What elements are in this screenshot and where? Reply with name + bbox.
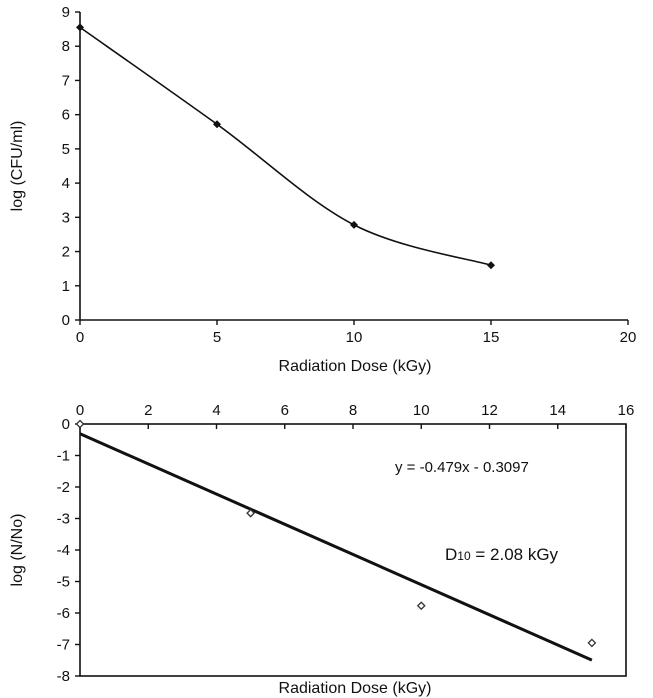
bottom-y-tick-label: -4: [57, 542, 70, 559]
trend-equation: y = -0.479x - 0.3097: [395, 459, 529, 476]
top-y-tick-label: 8: [62, 38, 70, 55]
top-data-point: [213, 120, 221, 129]
top-y-tick-label: 6: [62, 107, 70, 124]
bottom-x-tick-label: 4: [212, 402, 220, 419]
d10-annotation: D10 = 2.08 kGy: [445, 545, 559, 564]
top-x-tick-label: 0: [76, 329, 84, 346]
bottom-x-tick-label: 10: [413, 402, 430, 419]
bottom-y-tick-label: -7: [57, 637, 70, 654]
top-data-point: [350, 220, 358, 229]
bottom-y-axis-label: log (N/No): [9, 514, 26, 587]
d10-main: D: [445, 545, 457, 564]
top-data-point: [76, 23, 84, 32]
top-x-tick-label: 10: [346, 329, 363, 346]
top-series-line: [79, 26, 492, 267]
bottom-data-point: [587, 638, 597, 648]
top-y-ticks: 0 1 2 3 4 5 6 7 8 9: [62, 4, 80, 329]
bottom-x-tick-label: 16: [618, 402, 635, 419]
bottom-x-ticks: 0 2 4 6 8 10 12 14 16: [76, 402, 635, 429]
d10-rest: = 2.08 kGy: [471, 545, 559, 564]
top-y-tick-label: 2: [62, 244, 70, 261]
top-y-tick-label: 7: [62, 72, 70, 89]
bottom-y-tick-label: -5: [57, 574, 70, 591]
bottom-data-points: [75, 419, 597, 648]
bottom-y-tick-label: -6: [57, 605, 70, 622]
bottom-x-tick-label: 2: [144, 402, 152, 419]
top-y-axis-label: log (CFU/ml): [9, 121, 26, 212]
top-x-ticks: 0 5 10 15 20: [76, 320, 637, 346]
top-y-tick-label: 9: [62, 4, 70, 21]
top-chart: 0 1 2 3 4 5 6 7 8 9 0 5 10 15 20 Radiation Dose (kGy)…: [9, 4, 636, 375]
bottom-x-tick-label: 12: [481, 402, 498, 419]
bottom-data-point: [416, 601, 426, 611]
d10-subscript: 10: [457, 549, 471, 563]
bottom-y-tick-label: -3: [57, 511, 70, 528]
top-y-tick-label: 1: [62, 278, 70, 295]
bottom-trendline: [79, 432, 593, 662]
top-data-point: [487, 261, 495, 270]
bottom-y-tick-label: 0: [62, 416, 70, 433]
bottom-x-axis-label: Radiation Dose (kGy): [279, 680, 432, 697]
bottom-x-tick-label: 0: [76, 402, 84, 419]
top-y-tick-label: 3: [62, 209, 70, 226]
bottom-x-tick-label: 8: [349, 402, 357, 419]
top-y-tick-label: 4: [62, 175, 70, 192]
top-x-axis-label: Radiation Dose (kGy): [279, 358, 432, 375]
bottom-data-point: [246, 508, 256, 518]
bottom-x-tick-label: 6: [281, 402, 289, 419]
bottom-data-point: [75, 419, 85, 429]
top-y-tick-label: 5: [62, 141, 70, 158]
top-x-tick-label: 20: [620, 329, 637, 346]
bottom-y-tick-label: -8: [57, 668, 70, 685]
bottom-y-tick-label: -2: [57, 479, 70, 496]
bottom-y-ticks: 0 -1 -2 -3 -4 -5 -6 -7 -8: [57, 416, 80, 685]
bottom-y-tick-label: -1: [57, 448, 70, 465]
bottom-x-tick-label: 14: [549, 402, 566, 419]
top-x-tick-label: 15: [483, 329, 500, 346]
top-y-tick-label: 0: [62, 312, 70, 329]
top-x-tick-label: 5: [213, 329, 221, 346]
top-data-points: [76, 23, 495, 270]
bottom-chart: 0 2 4 6 8 10 12 14 16 0 -1 -2 -3 -4 -5 -6 -7 -8 y = -0.4…: [9, 402, 634, 697]
